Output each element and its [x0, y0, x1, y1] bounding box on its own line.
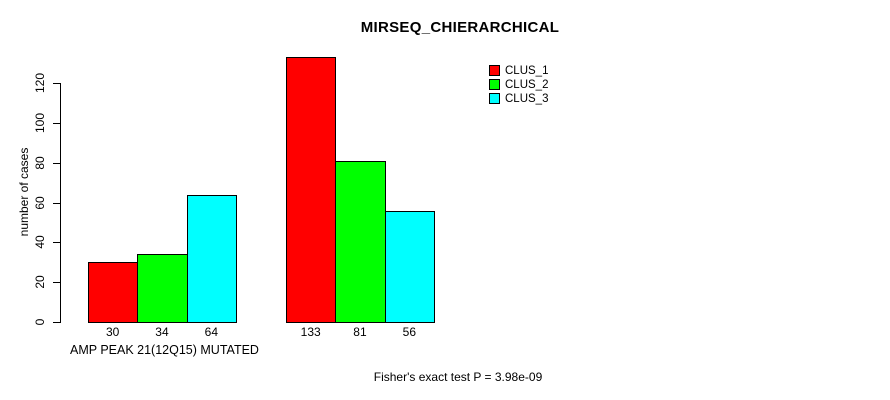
bar-clus_1-group2: [286, 57, 336, 323]
y-tick-label: 80: [33, 156, 47, 170]
legend-label-clus_2: CLUS_2: [505, 79, 549, 91]
y-tick-mark: [53, 242, 60, 243]
legend-label-clus_3: CLUS_3: [505, 93, 549, 105]
x-axis-title: AMP PEAK 21(12Q15) MUTATED: [70, 343, 259, 357]
bar-value-label: 30: [105, 325, 120, 339]
y-axis-line: [60, 83, 61, 323]
y-tick-label: 0: [33, 318, 47, 326]
fisher-test-annotation: Fisher's exact test P = 3.98e-09: [373, 370, 543, 384]
y-tick-label: 120: [33, 72, 47, 94]
y-tick-mark: [53, 282, 60, 283]
legend-label-clus_1: CLUS_1: [505, 65, 549, 77]
y-tick-mark: [53, 123, 60, 124]
bar-clus_3-group1: [187, 195, 237, 323]
y-tick-label: 20: [33, 275, 47, 289]
y-tick-mark: [53, 203, 60, 204]
y-tick-label: 40: [33, 235, 47, 249]
bar-clus_1-group1: [88, 262, 138, 323]
y-tick-mark: [53, 83, 60, 84]
legend-swatch-clus_3: [489, 93, 500, 104]
y-tick-label: 60: [33, 196, 47, 210]
bar-clus_2-group2: [335, 161, 386, 323]
bar-clus_3-group2: [385, 211, 435, 323]
y-tick-mark: [53, 163, 60, 164]
bar-value-label: 34: [155, 325, 169, 339]
bar-clus_2-group1: [137, 254, 188, 323]
legend-swatch-clus_1: [489, 65, 500, 76]
chart-title: MIRSEQ_CHIERARCHICAL: [360, 19, 560, 36]
bar-value-label: 81: [353, 325, 367, 339]
bar-value-label: 56: [402, 325, 417, 339]
bar-value-label: 133: [300, 325, 321, 339]
y-tick-label: 100: [33, 112, 47, 134]
legend-swatch-clus_2: [489, 79, 500, 90]
bar-value-label: 64: [204, 325, 219, 339]
y-tick-mark: [53, 322, 60, 323]
